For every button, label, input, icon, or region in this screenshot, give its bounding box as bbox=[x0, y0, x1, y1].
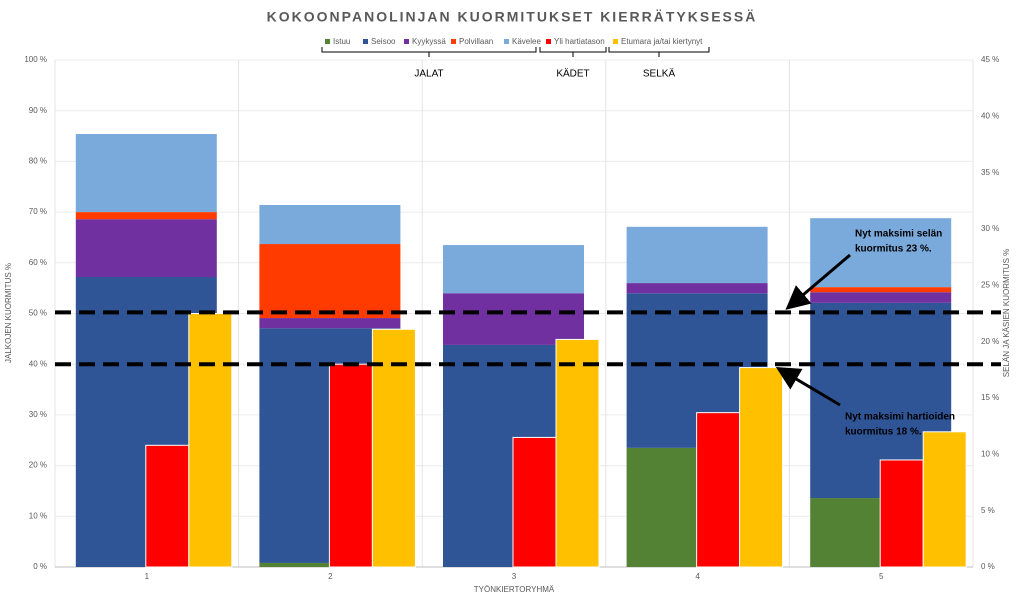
bar bbox=[188, 313, 233, 568]
bar bbox=[328, 363, 373, 568]
bar-segment bbox=[75, 212, 217, 220]
bar-segment bbox=[443, 293, 584, 345]
legend-label: Etumara ja/tai kiertynyt bbox=[621, 37, 703, 46]
y2-tick-label: 5 % bbox=[981, 506, 995, 515]
y-tick-label: 60 % bbox=[29, 258, 47, 267]
legend-group-label: SELKÄ bbox=[643, 68, 676, 80]
legend-label: Istuu bbox=[333, 37, 350, 46]
annotation: kuormitus 18 %. bbox=[845, 427, 922, 438]
y2-tick-label: 0 % bbox=[981, 562, 995, 571]
bar bbox=[696, 412, 741, 568]
legend-swatch bbox=[546, 39, 551, 44]
annotation-arrow bbox=[785, 253, 851, 310]
y2-tick-label: 45 % bbox=[981, 55, 999, 64]
y2-tick-label: 15 % bbox=[981, 393, 999, 402]
bar-segment bbox=[259, 318, 401, 329]
legend-label: Kävelee bbox=[512, 37, 541, 46]
x-tick-label: 5 bbox=[879, 572, 884, 581]
y-tick-label: 90 % bbox=[29, 106, 47, 115]
legend-group-label: KÄDET bbox=[556, 68, 589, 80]
y-tick-label: 20 % bbox=[29, 461, 47, 470]
bar-segment bbox=[259, 205, 401, 245]
bar bbox=[879, 459, 924, 568]
annotation: Nyt maksimi hartioiden bbox=[845, 412, 955, 423]
bar bbox=[739, 367, 784, 568]
legend-label: Polvillaan bbox=[459, 37, 493, 46]
legend-swatch bbox=[404, 39, 409, 44]
legend-bracket bbox=[321, 47, 537, 57]
bar-segment bbox=[443, 245, 584, 294]
y-tick-label: 0 % bbox=[33, 562, 47, 571]
x-axis-title: TYÖNKIERTORYHMÄ bbox=[474, 585, 555, 594]
y-tick-label: 10 % bbox=[29, 511, 47, 520]
y2-axis-title: SELÄN JA KÄSIEN KUORMITUS % bbox=[1002, 249, 1011, 377]
y2-tick-label: 35 % bbox=[981, 168, 999, 177]
bar-segment bbox=[626, 226, 768, 284]
y-tick-label: 50 % bbox=[29, 309, 47, 318]
y-axis-title: JALKOJEN KUORMITUS % bbox=[4, 263, 13, 363]
legend-swatch bbox=[325, 39, 330, 44]
bar-segment bbox=[626, 283, 768, 294]
y2-tick-label: 40 % bbox=[981, 111, 999, 120]
y-tick-label: 80 % bbox=[29, 157, 47, 166]
bar-segment bbox=[810, 218, 952, 288]
x-tick-label: 3 bbox=[512, 572, 517, 581]
y-tick-label: 40 % bbox=[29, 359, 47, 368]
legend-swatch bbox=[451, 39, 456, 44]
bar bbox=[371, 328, 416, 568]
y2-tick-label: 25 % bbox=[981, 280, 999, 289]
bar-segment bbox=[810, 287, 952, 293]
x-tick-label: 1 bbox=[145, 572, 150, 581]
y-tick-label: 30 % bbox=[29, 410, 47, 419]
x-tick-label: 4 bbox=[695, 572, 700, 581]
bar bbox=[922, 431, 967, 568]
legend-bracket bbox=[539, 47, 607, 57]
annotation-arrow bbox=[775, 366, 841, 407]
annotation: kuormitus 23 %. bbox=[855, 244, 932, 255]
bar-segment bbox=[75, 134, 217, 213]
legend-label: Kyykyssä bbox=[412, 37, 446, 46]
y2-tick-label: 30 % bbox=[981, 224, 999, 233]
legend-swatch bbox=[613, 39, 618, 44]
bar bbox=[512, 436, 557, 568]
legend-group-label: JALAT bbox=[414, 69, 443, 80]
legend-bracket bbox=[608, 47, 710, 57]
y2-tick-label: 10 % bbox=[981, 449, 999, 458]
bar bbox=[145, 444, 190, 568]
bar-segment bbox=[75, 219, 217, 277]
chart-title: KOKOONPANOLINJAN KUORMITUKSET KIERRÄTYKS… bbox=[267, 9, 758, 25]
y-tick-label: 70 % bbox=[29, 207, 47, 216]
bar-segment bbox=[810, 292, 952, 303]
legend-label: Seisoo bbox=[371, 37, 396, 46]
legend-label: Yli hartiatason bbox=[554, 37, 605, 46]
x-tick-label: 2 bbox=[328, 572, 333, 581]
legend-swatch bbox=[363, 39, 368, 44]
legend-swatch bbox=[504, 39, 509, 44]
bar-segment bbox=[259, 244, 401, 319]
bar bbox=[555, 338, 600, 568]
annotation: Nyt maksimi selän bbox=[855, 229, 942, 240]
y-tick-label: 100 % bbox=[24, 55, 47, 64]
y2-tick-label: 20 % bbox=[981, 337, 999, 346]
